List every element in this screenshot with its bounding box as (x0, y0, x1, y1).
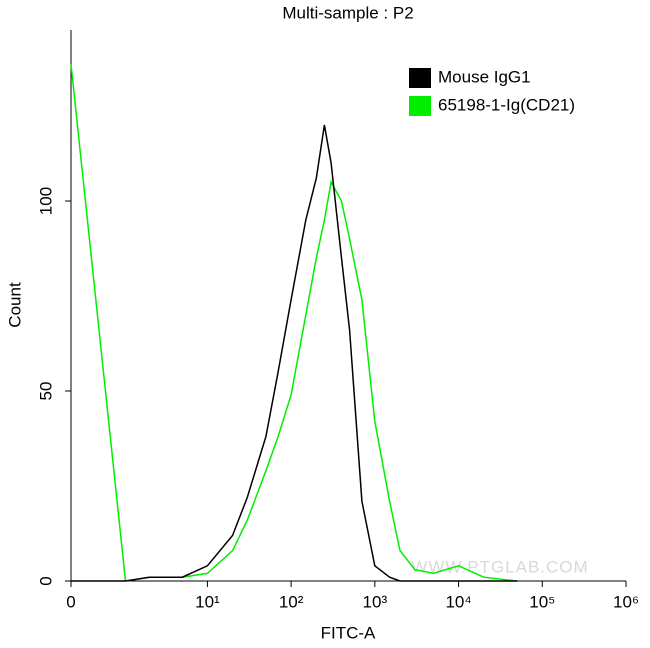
legend-swatch (409, 96, 431, 116)
x-tick-label: 10⁵ (529, 592, 555, 611)
x-tick-label: 10² (279, 592, 304, 611)
watermark: WWW.PTGLAB.COM (411, 557, 588, 576)
legend-label: Mouse IgG1 (438, 67, 531, 86)
y-tick-label: 0 (36, 576, 55, 585)
x-axis-label: FITC-A (321, 623, 376, 642)
x-tick-label: 10⁴ (445, 592, 471, 611)
y-axis-label: Count (5, 282, 24, 328)
x-tick-label: 10⁶ (613, 592, 639, 611)
legend-swatch (409, 68, 431, 88)
series-line (70, 64, 518, 582)
legend-label: 65198-1-Ig(CD21) (438, 95, 575, 114)
y-tick-label: 100 (36, 187, 55, 215)
chart-title: Multi-sample : P2 (282, 3, 413, 22)
series-line (71, 124, 518, 582)
y-tick-label: 50 (36, 382, 55, 401)
x-tick-label: 0 (66, 592, 75, 611)
x-tick-label: 10³ (363, 592, 388, 611)
x-tick-label: 10¹ (195, 592, 220, 611)
